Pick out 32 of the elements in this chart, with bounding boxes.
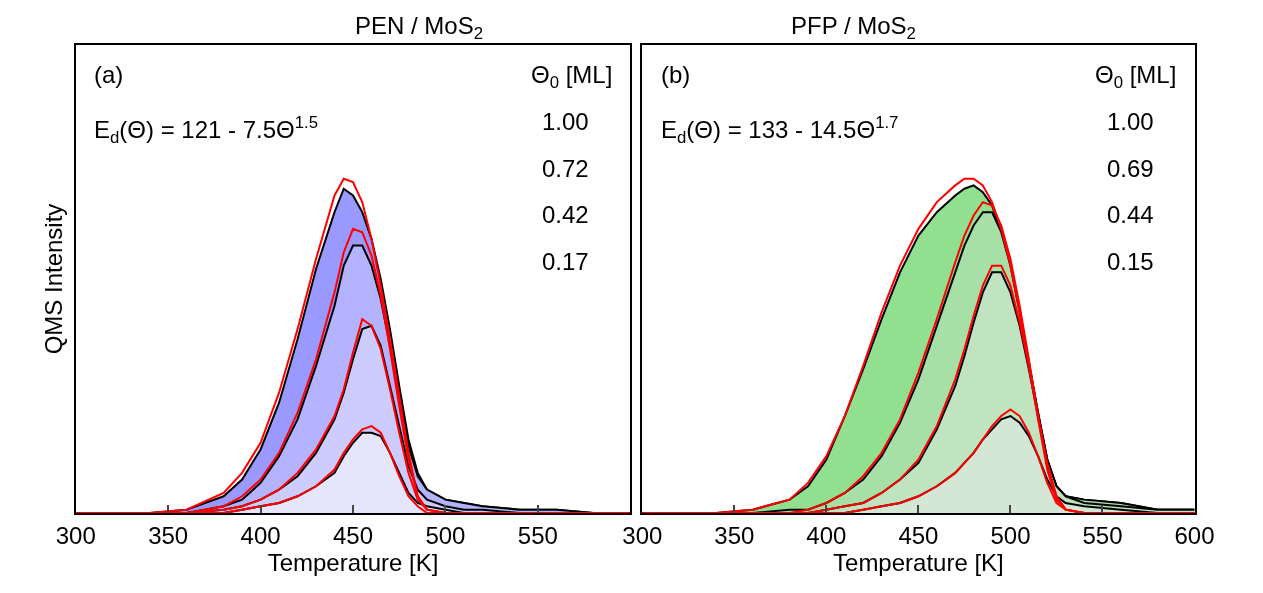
annotation: 0.17 [542,248,589,275]
x-tick-label: 300 [622,521,663,549]
y-axis-title: QMS Intensity [40,203,68,355]
annotation: 0.15 [1107,248,1154,275]
text: Θ$_{0}$ [ML] [1095,61,1177,93]
annotation: 0.44 [1107,201,1154,228]
x-tick-label: 600 [1174,521,1215,549]
chart-title: PEN / MoS$_{2}$ [355,12,484,44]
x-tick-label: 400 [240,521,281,549]
chart-title: PFP / MoS$_{2}$ [791,12,916,44]
x-tick-label: 400 [806,521,847,549]
text: E$_{d}$(Θ) = 121 - 7.5Θ$^{1.5}$ [94,113,319,148]
x-tick-label: 300 [55,521,96,549]
x-axis-title: Temperature [K] [833,548,1004,576]
text: 1.00 [542,108,589,135]
x-tick-label: 550 [517,521,558,549]
x-tick-label: 500 [990,521,1031,549]
text: (a) [94,61,124,88]
x-tick-label: 500 [425,521,466,549]
text: E$_{d}$(Θ) = 133 - 14.5Θ$^{1.7}$ [661,113,899,148]
x-tick-label: 450 [332,521,374,549]
annotation: 0.72 [542,155,589,182]
x-tick-label: 350 [714,521,755,549]
x-tick-label: 550 [1082,521,1123,549]
x-tick-label: 450 [898,521,939,549]
x-axis-title: Temperature [K] [267,548,439,576]
annotation: 0.69 [1107,155,1154,182]
text: 1.00 [1107,108,1154,135]
annotation: 0.42 [542,201,589,228]
x-tick-label: 350 [148,521,189,549]
text: (b) [661,61,691,88]
text: Θ$_{0}$ [ML] [531,61,613,93]
